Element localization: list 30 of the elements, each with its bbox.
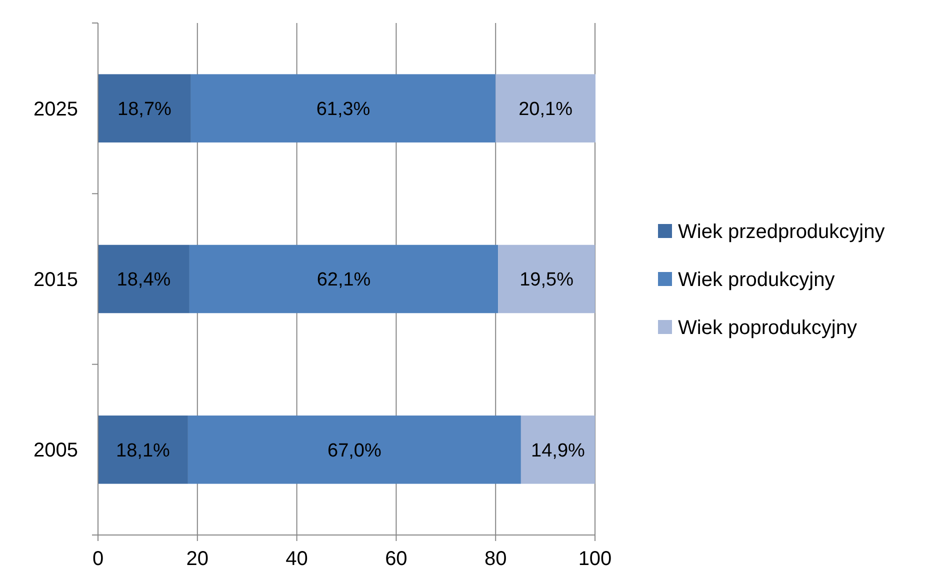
bar [188, 416, 521, 484]
x-tick-label: 80 [484, 548, 507, 570]
bar [498, 244, 595, 314]
bar [98, 416, 188, 484]
y-tick-label: 2025 [34, 98, 78, 120]
data-label: 67,0% [328, 440, 382, 462]
legend-label: Wiek produkcyjny [678, 269, 835, 291]
legend-label: Wiek poprodukcyjny [678, 317, 857, 339]
x-tick-label: 20 [186, 548, 209, 570]
legend-label: Wiek przedprodukcyjny [678, 221, 885, 243]
x-tick-label: 100 [578, 548, 612, 570]
bar [189, 244, 498, 314]
data-label: 18,7% [118, 98, 172, 120]
data-label: 20,1% [518, 98, 573, 120]
data-label: 18,4% [116, 270, 171, 291]
y-tick-label: 2005 [34, 440, 78, 462]
x-tick-label: 0 [92, 548, 104, 570]
data-label: 18,1% [116, 440, 170, 462]
bar [98, 244, 190, 314]
bar [496, 74, 596, 142]
bar [520, 416, 595, 484]
x-tick-label: 40 [286, 548, 308, 570]
data-label: 14,9% [531, 440, 586, 462]
y-tick-label: 2015 [34, 269, 78, 291]
data-label: 61,3% [316, 98, 370, 120]
bar [190, 74, 496, 142]
bar [98, 74, 191, 142]
data-label: 62,1% [316, 270, 371, 291]
data-label: 19,5% [520, 270, 574, 291]
x-tick-label: 60 [385, 548, 408, 570]
